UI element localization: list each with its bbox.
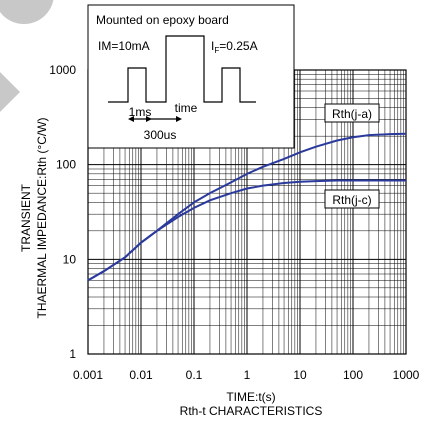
inset-if-label: IF=0.25A [211, 39, 258, 55]
x-tick-label: 1000 [393, 368, 420, 382]
x-tick-label: 100 [343, 368, 363, 382]
series-lines [87, 132, 407, 282]
legend-rth-jc: Rth(j-c) [324, 189, 380, 209]
series-line-rth-jc [87, 179, 406, 282]
inset-period-arrowhead-right [176, 116, 182, 122]
inset-im-label: IM=10mA [98, 39, 150, 53]
y-axis-label-line1: TRANSIENT [19, 183, 33, 252]
y-tick-label: 10 [63, 252, 77, 266]
legend-rth-jc-label: Rth(j-c) [332, 193, 371, 207]
x-tick-label: 10 [293, 368, 307, 382]
y-tick-label: 1000 [49, 63, 76, 77]
y-axis-label-line2: THAERMAL IMPEDANCE:Rth (°C/W) [35, 117, 49, 318]
legend-rth-ja-label: Rth(j-a) [332, 107, 372, 121]
chart-subtitle: Rth-t CHARACTERISTICS [180, 404, 323, 418]
inset-test-conditions: Mounted on epoxy board IM=10mA IF=0.25A … [87, 4, 295, 149]
inset-pulse-width: 1ms [129, 105, 152, 119]
inset-title: Mounted on epoxy board [96, 13, 229, 27]
x-tick-label: 0.1 [186, 368, 203, 382]
decorative-circle [0, 0, 54, 24]
legend-rth-ja: Rth(j-a) [324, 103, 380, 123]
x-tick-label: 1 [244, 368, 251, 382]
x-tick-label: 0.001 [73, 368, 103, 382]
inset-period: time [175, 101, 198, 115]
x-tick-label: 0.01 [129, 368, 153, 382]
tick-labels: 0.001 0.01 0.1 1 10 100 1000 1 10 100 1000 [49, 63, 419, 382]
y-tick-label: 1 [69, 347, 76, 361]
inset-width-arrowhead-left [128, 116, 134, 122]
inset-width-arrowhead-right [146, 116, 152, 122]
x-axis-label: TIME:t(s) [226, 390, 275, 404]
decorative-arrow [0, 72, 20, 112]
inset-pulse-waveform [108, 35, 256, 103]
y-tick-label: 100 [56, 158, 76, 172]
inset-delay: 300us [144, 128, 177, 142]
